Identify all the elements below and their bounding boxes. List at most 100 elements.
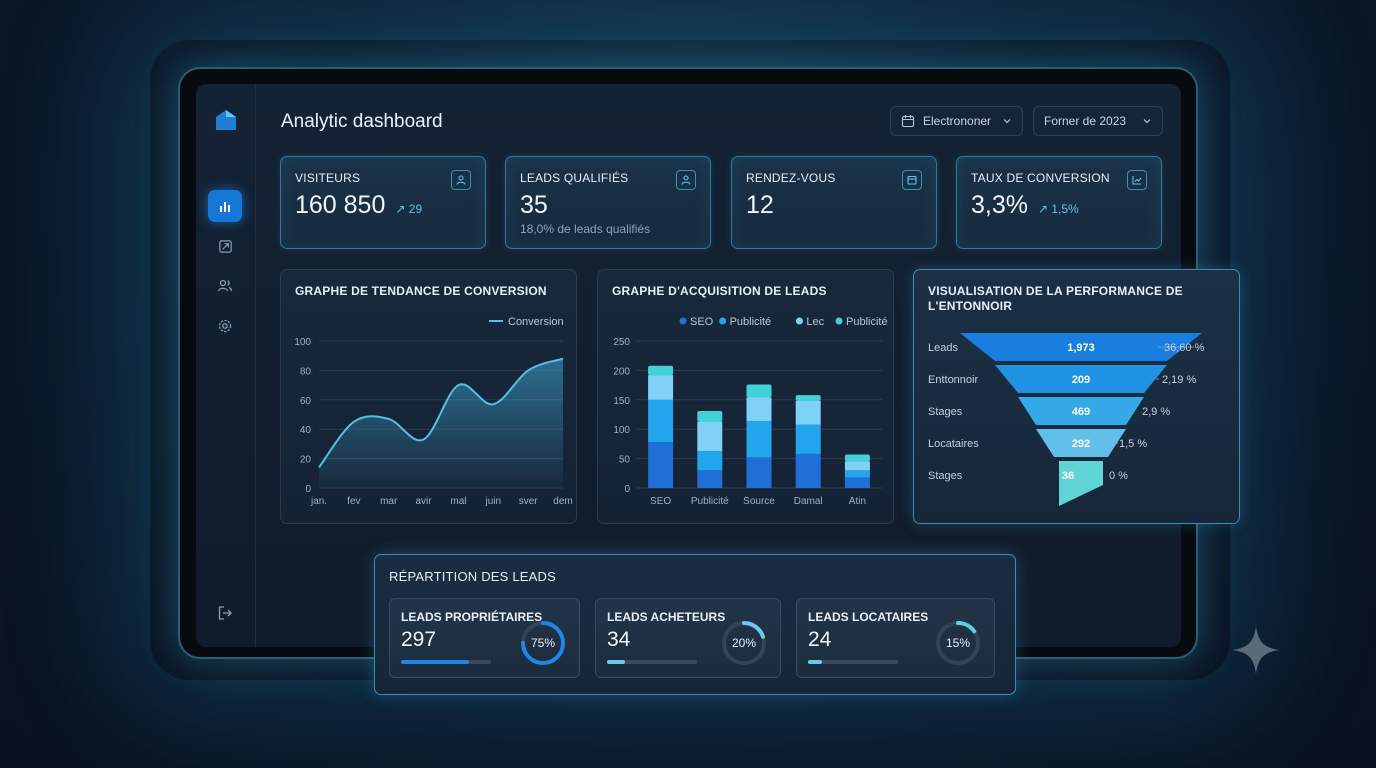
y-tick-label: 0 bbox=[624, 484, 630, 495]
funnel-stage bbox=[1036, 429, 1126, 457]
x-tick-label: fev bbox=[347, 496, 360, 507]
lead-card-label: LEADS LOCATAIRES bbox=[808, 610, 929, 624]
legend-label: Lec bbox=[806, 316, 824, 328]
chart-title: GRAPHE DE TENDANCE DE CONVERSION bbox=[295, 284, 547, 298]
date-filter-label: Electrononer bbox=[923, 114, 992, 128]
y-tick-label: 60 bbox=[300, 396, 312, 407]
funnel-stage-pct: 0 % bbox=[1109, 470, 1128, 482]
logout-button[interactable] bbox=[208, 597, 242, 629]
y-tick-label: 100 bbox=[294, 337, 311, 348]
sidebar-item-users[interactable] bbox=[208, 270, 242, 302]
lead-donut-label: 75% bbox=[530, 636, 556, 650]
lead-progress-fill bbox=[607, 660, 625, 664]
lead-progress-fill bbox=[401, 660, 469, 664]
funnel-title: VISUALISATION DE LA PERFORMANCE DE L'ENT… bbox=[928, 284, 1183, 313]
funnel-stage-label: Leads bbox=[928, 342, 958, 354]
lead-progress-track bbox=[808, 660, 898, 664]
funnel-stage bbox=[1059, 461, 1103, 506]
funnel-stage bbox=[1018, 397, 1144, 425]
bar-segment bbox=[795, 453, 821, 488]
x-tick-label: sver bbox=[519, 496, 539, 507]
x-tick-label: SEO bbox=[650, 496, 671, 507]
user-icon bbox=[676, 170, 696, 190]
funnel-stage-value: 292 bbox=[1072, 438, 1090, 450]
legend-dot bbox=[835, 317, 843, 325]
lead-card-buyers[interactable]: LEADS ACHETEURS 34 20% bbox=[595, 598, 781, 678]
bar-segment bbox=[697, 450, 723, 471]
bar-segment bbox=[697, 421, 723, 451]
bar-segment bbox=[795, 395, 821, 401]
y-tick-label: 40 bbox=[300, 425, 312, 436]
lead-card-value: 297 bbox=[401, 628, 437, 651]
sidebar-item-trends[interactable] bbox=[208, 230, 242, 262]
lead-card-label: LEADS ACHETEURS bbox=[607, 610, 726, 624]
bar-segment bbox=[648, 442, 674, 488]
legend-dot bbox=[719, 317, 727, 325]
kpi-trend: ↗ 1,5% bbox=[1037, 202, 1079, 216]
conversion-line bbox=[318, 357, 564, 469]
sidebar-item-settings[interactable] bbox=[208, 310, 242, 342]
funnel-stage bbox=[960, 333, 1202, 361]
lead-card-value: 24 bbox=[808, 628, 832, 651]
funnel-stage-pct: 36,60 % bbox=[1164, 342, 1205, 354]
x-tick-label: dem bbox=[553, 496, 572, 507]
kpi-card-visitors[interactable]: VISITEURS 160 850 ↗ 29 bbox=[280, 156, 486, 249]
funnel-stage-pct: 2,19 % bbox=[1162, 374, 1196, 386]
dashboard-screen: Analytic dashboard Electrononer Forner d… bbox=[196, 84, 1181, 647]
logout-icon bbox=[218, 606, 232, 620]
users-icon bbox=[217, 279, 233, 292]
conversion-area bbox=[319, 358, 563, 488]
lead-progress-fill bbox=[808, 660, 822, 664]
kpi-subtext: 18,0% de leads qualifiés bbox=[520, 222, 651, 236]
sidebar-item-analytics[interactable] bbox=[208, 190, 242, 222]
conversion-trend-panel: GRAPHE DE TENDANCE DE CONVERSION 0 20 40 60… bbox=[280, 269, 577, 524]
trend-icon bbox=[218, 239, 232, 253]
x-tick-label: juin bbox=[484, 496, 501, 507]
lead-acquisition-chart: 0 50 100 150 200 250 SEO Publicité Source Damal At… bbox=[613, 316, 888, 507]
lead-donut bbox=[521, 621, 565, 665]
bar-segment bbox=[746, 457, 772, 488]
lead-card-value: 34 bbox=[607, 628, 631, 651]
kpi-card-qualified-leads[interactable]: LEADS QUALIFIÉS 35 18,0% de leads qualif… bbox=[505, 156, 711, 249]
chart-icon bbox=[1127, 170, 1147, 190]
chevron-down-icon bbox=[1003, 119, 1011, 124]
donut-arc bbox=[936, 621, 980, 665]
bar-segment bbox=[795, 400, 821, 425]
x-tick-label: Publicité bbox=[691, 496, 729, 507]
lead-card-tenants[interactable]: LEADS LOCATAIRES 24 15% bbox=[796, 598, 995, 678]
period-filter-select[interactable]: Forner de 2023 bbox=[1033, 106, 1163, 136]
lead-card-owners[interactable]: LEADS PROPRIÉTAIRES 297 75% bbox=[389, 598, 580, 678]
funnel-stage-label: Stages bbox=[928, 470, 963, 482]
x-tick-label: mal bbox=[450, 496, 466, 507]
kpi-card-conversion-rate[interactable]: TAUX DE CONVERSION 3,3% ↗ 1,5% bbox=[956, 156, 1162, 249]
leads-split-panel: RÉPARTITION DES LEADS LEADS PROPRIÉTAIRE… bbox=[374, 554, 1016, 695]
donut-arc bbox=[722, 621, 766, 665]
legend-label: Publicité bbox=[846, 316, 888, 328]
kpi-card-appointments[interactable]: RENDEZ-VOUS 12 bbox=[731, 156, 937, 249]
gear-icon bbox=[218, 319, 232, 333]
logo-icon bbox=[216, 110, 236, 130]
lead-progress-track bbox=[607, 660, 697, 664]
funnel-stage-value: 469 bbox=[1072, 406, 1090, 418]
x-tick-label: jan. bbox=[310, 496, 327, 507]
kpi-label: TAUX DE CONVERSION bbox=[971, 171, 1110, 185]
bar-segment bbox=[697, 470, 723, 488]
bar-segment bbox=[697, 410, 723, 422]
chart-title: GRAPHE D'ACQUISITION DE LEADS bbox=[612, 284, 827, 298]
calendar-icon bbox=[902, 170, 922, 190]
y-tick-label: 200 bbox=[613, 366, 630, 377]
y-tick-label: 20 bbox=[300, 455, 312, 466]
funnel-stage-pct: 2,9 % bbox=[1142, 406, 1170, 418]
calendar-icon bbox=[901, 115, 915, 128]
x-tick-label: Source bbox=[743, 496, 775, 507]
funnel-stage bbox=[995, 365, 1167, 393]
bar-segment bbox=[648, 399, 674, 443]
period-filter-label: Forner de 2023 bbox=[1044, 114, 1127, 128]
bar-segment bbox=[844, 470, 870, 478]
funnel-stage-value: 1,973 bbox=[1067, 342, 1095, 354]
lead-acquisition-panel: GRAPHE D'ACQUISITION DE LEADS 0 50 100 150 2… bbox=[597, 269, 894, 524]
funnel-stage-label: Locataires bbox=[928, 438, 979, 450]
y-tick-label: 0 bbox=[305, 484, 311, 495]
chevron-down-icon bbox=[1143, 119, 1151, 124]
date-filter-select[interactable]: Electrononer bbox=[890, 106, 1023, 136]
